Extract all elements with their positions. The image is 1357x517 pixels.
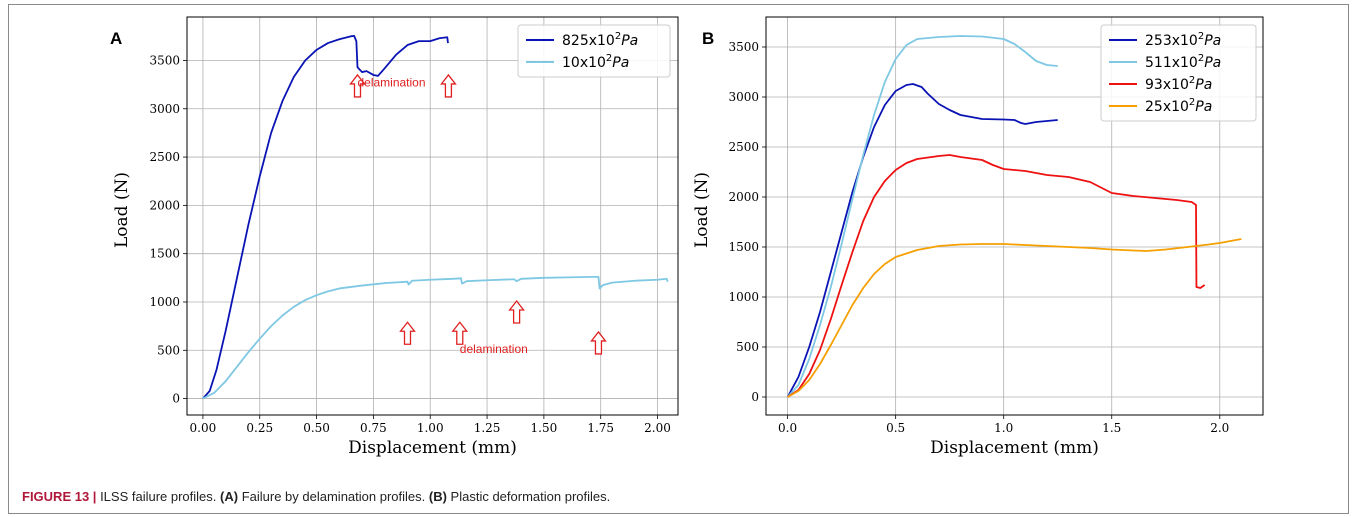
panel-b-ytick-label: 2000: [728, 190, 759, 204]
panel-b-xlabel: Displacement (mm): [930, 438, 1099, 458]
panel-b-xtick-label: 0.0: [778, 421, 797, 435]
panel-a-delamination-arrow: [399, 321, 416, 345]
figure-frame: [8, 4, 1349, 514]
panel-a-xtick-label: 0.75: [360, 421, 387, 435]
caption-title: ILSS failure profiles.: [100, 489, 217, 504]
panel-a-xtick-label: 0.25: [246, 421, 273, 435]
panel-a-xtick-label: 2.00: [644, 421, 671, 435]
panel-a-legend-label: 10x102Pa: [562, 53, 629, 71]
panel-b-ytick-label: 1500: [728, 240, 759, 254]
panel-b-ytick-label: 3000: [728, 90, 759, 104]
panel-b-ytick-label: 2500: [728, 140, 759, 154]
panel-b-chart: 0.0 0.5 1.0 1.5 2.0 0 500 1000 1500 2000 2500 3000 3…: [692, 16, 1264, 458]
panel-a-delamination-arrow: [508, 299, 525, 324]
panel-a-ytick-label: 2500: [149, 150, 180, 164]
panel-b-legend-box: [1100, 24, 1257, 122]
panel-b-ylabel: Load (N): [692, 172, 712, 248]
panel-a-ytick-label: 0: [172, 392, 180, 406]
panel-b-xtick-label: 0.5: [886, 421, 905, 435]
panel-b-legend-label: 511x102Pa: [1145, 53, 1221, 71]
panel-a-ytick-label: 3000: [149, 102, 180, 116]
panel-b-legend: 253x102Pa 511x102Pa 93x102Pa 25x102Pa: [1100, 24, 1257, 122]
panel-a-ytick-label: 1500: [149, 247, 180, 261]
panel-a-series-1-line: [202, 275, 669, 400]
panel-b-ytick-label: 3500: [728, 40, 759, 54]
panel-a-xtick-label: 1.25: [474, 421, 501, 435]
panel-a-xtick-label: 1.75: [587, 421, 614, 435]
panel-a-ytick-label: 3500: [149, 53, 180, 67]
panel-b-axes-frame: [765, 16, 1264, 416]
panel-a-ytick-label: 1000: [149, 295, 180, 309]
caption-part-a-text: Failure by delamination profiles.: [241, 489, 426, 504]
panel-b-legend-label: 93x102Pa: [1145, 75, 1212, 93]
panel-b-series-0-line: [786, 83, 1058, 398]
panel-b-xtick-label: 1.5: [1102, 421, 1121, 435]
panel-a-xtick-label: 1.50: [531, 421, 558, 435]
panel-a-axes-frame: [186, 16, 679, 416]
panel-b-series-2-line: [787, 154, 1206, 398]
panel-a-chart: 0.00 0.25 0.50 0.75 1.00 1.25 1.50 1.75 2.00 0 500…: [112, 16, 679, 458]
figure-caption: FIGURE 13 | ILSS failure profiles. (A) F…: [22, 489, 610, 504]
panel-b-xtick-label: 1.0: [994, 421, 1013, 435]
panel-a-legend-label: 825x102Pa: [562, 31, 638, 49]
panel-a-ytick-label: 2000: [149, 198, 180, 212]
panel-b-ytick-label: 1000: [728, 290, 759, 304]
panel-a-series-0-line: [202, 34, 449, 400]
panel-a-delamination-arrow: [590, 330, 607, 355]
panel-b-ytick-label: 0: [751, 390, 759, 404]
panel-b-xtick-label: 2.0: [1210, 421, 1229, 435]
panel-b-legend-label: 25x102Pa: [1145, 97, 1212, 115]
panel-a-legend-box: [517, 24, 671, 78]
panel-b-series-3-line: [787, 238, 1242, 398]
panel-b-ytick-label: 500: [736, 340, 759, 354]
panel-a-ylabel: Load (N): [112, 172, 132, 248]
panel-a-xtick-label: 1.00: [417, 421, 444, 435]
panel-b-legend-label: 253x102Pa: [1145, 31, 1221, 49]
panel-a-annotation: delamination: [460, 342, 528, 356]
panel-a-annotation: delamination: [357, 76, 425, 90]
panel-a-legend: 825x102Pa 10x102Pa: [517, 24, 671, 78]
panel-a-ytick-label: 500: [157, 343, 180, 357]
panel-a-xtick-label: 0.00: [190, 421, 217, 435]
panel-a-letter: A: [110, 29, 122, 48]
panel-a-delamination-arrow: [451, 321, 469, 345]
panel-a-delamination-arrow: [349, 73, 366, 98]
panel-b-letter: B: [702, 29, 714, 48]
caption-label: FIGURE 13 |: [22, 489, 97, 504]
caption-part-a-tag: (A): [220, 489, 239, 504]
panel-a-xtick-label: 0.50: [303, 421, 330, 435]
panel-a-delamination-arrow: [440, 73, 457, 98]
panel-a-xlabel: Displacement (mm): [348, 438, 517, 458]
caption-part-b-tag: (B): [428, 489, 447, 504]
caption-part-b-text: Plastic deformation profiles.: [450, 489, 611, 504]
panel-b-series-1-line: [786, 35, 1058, 398]
